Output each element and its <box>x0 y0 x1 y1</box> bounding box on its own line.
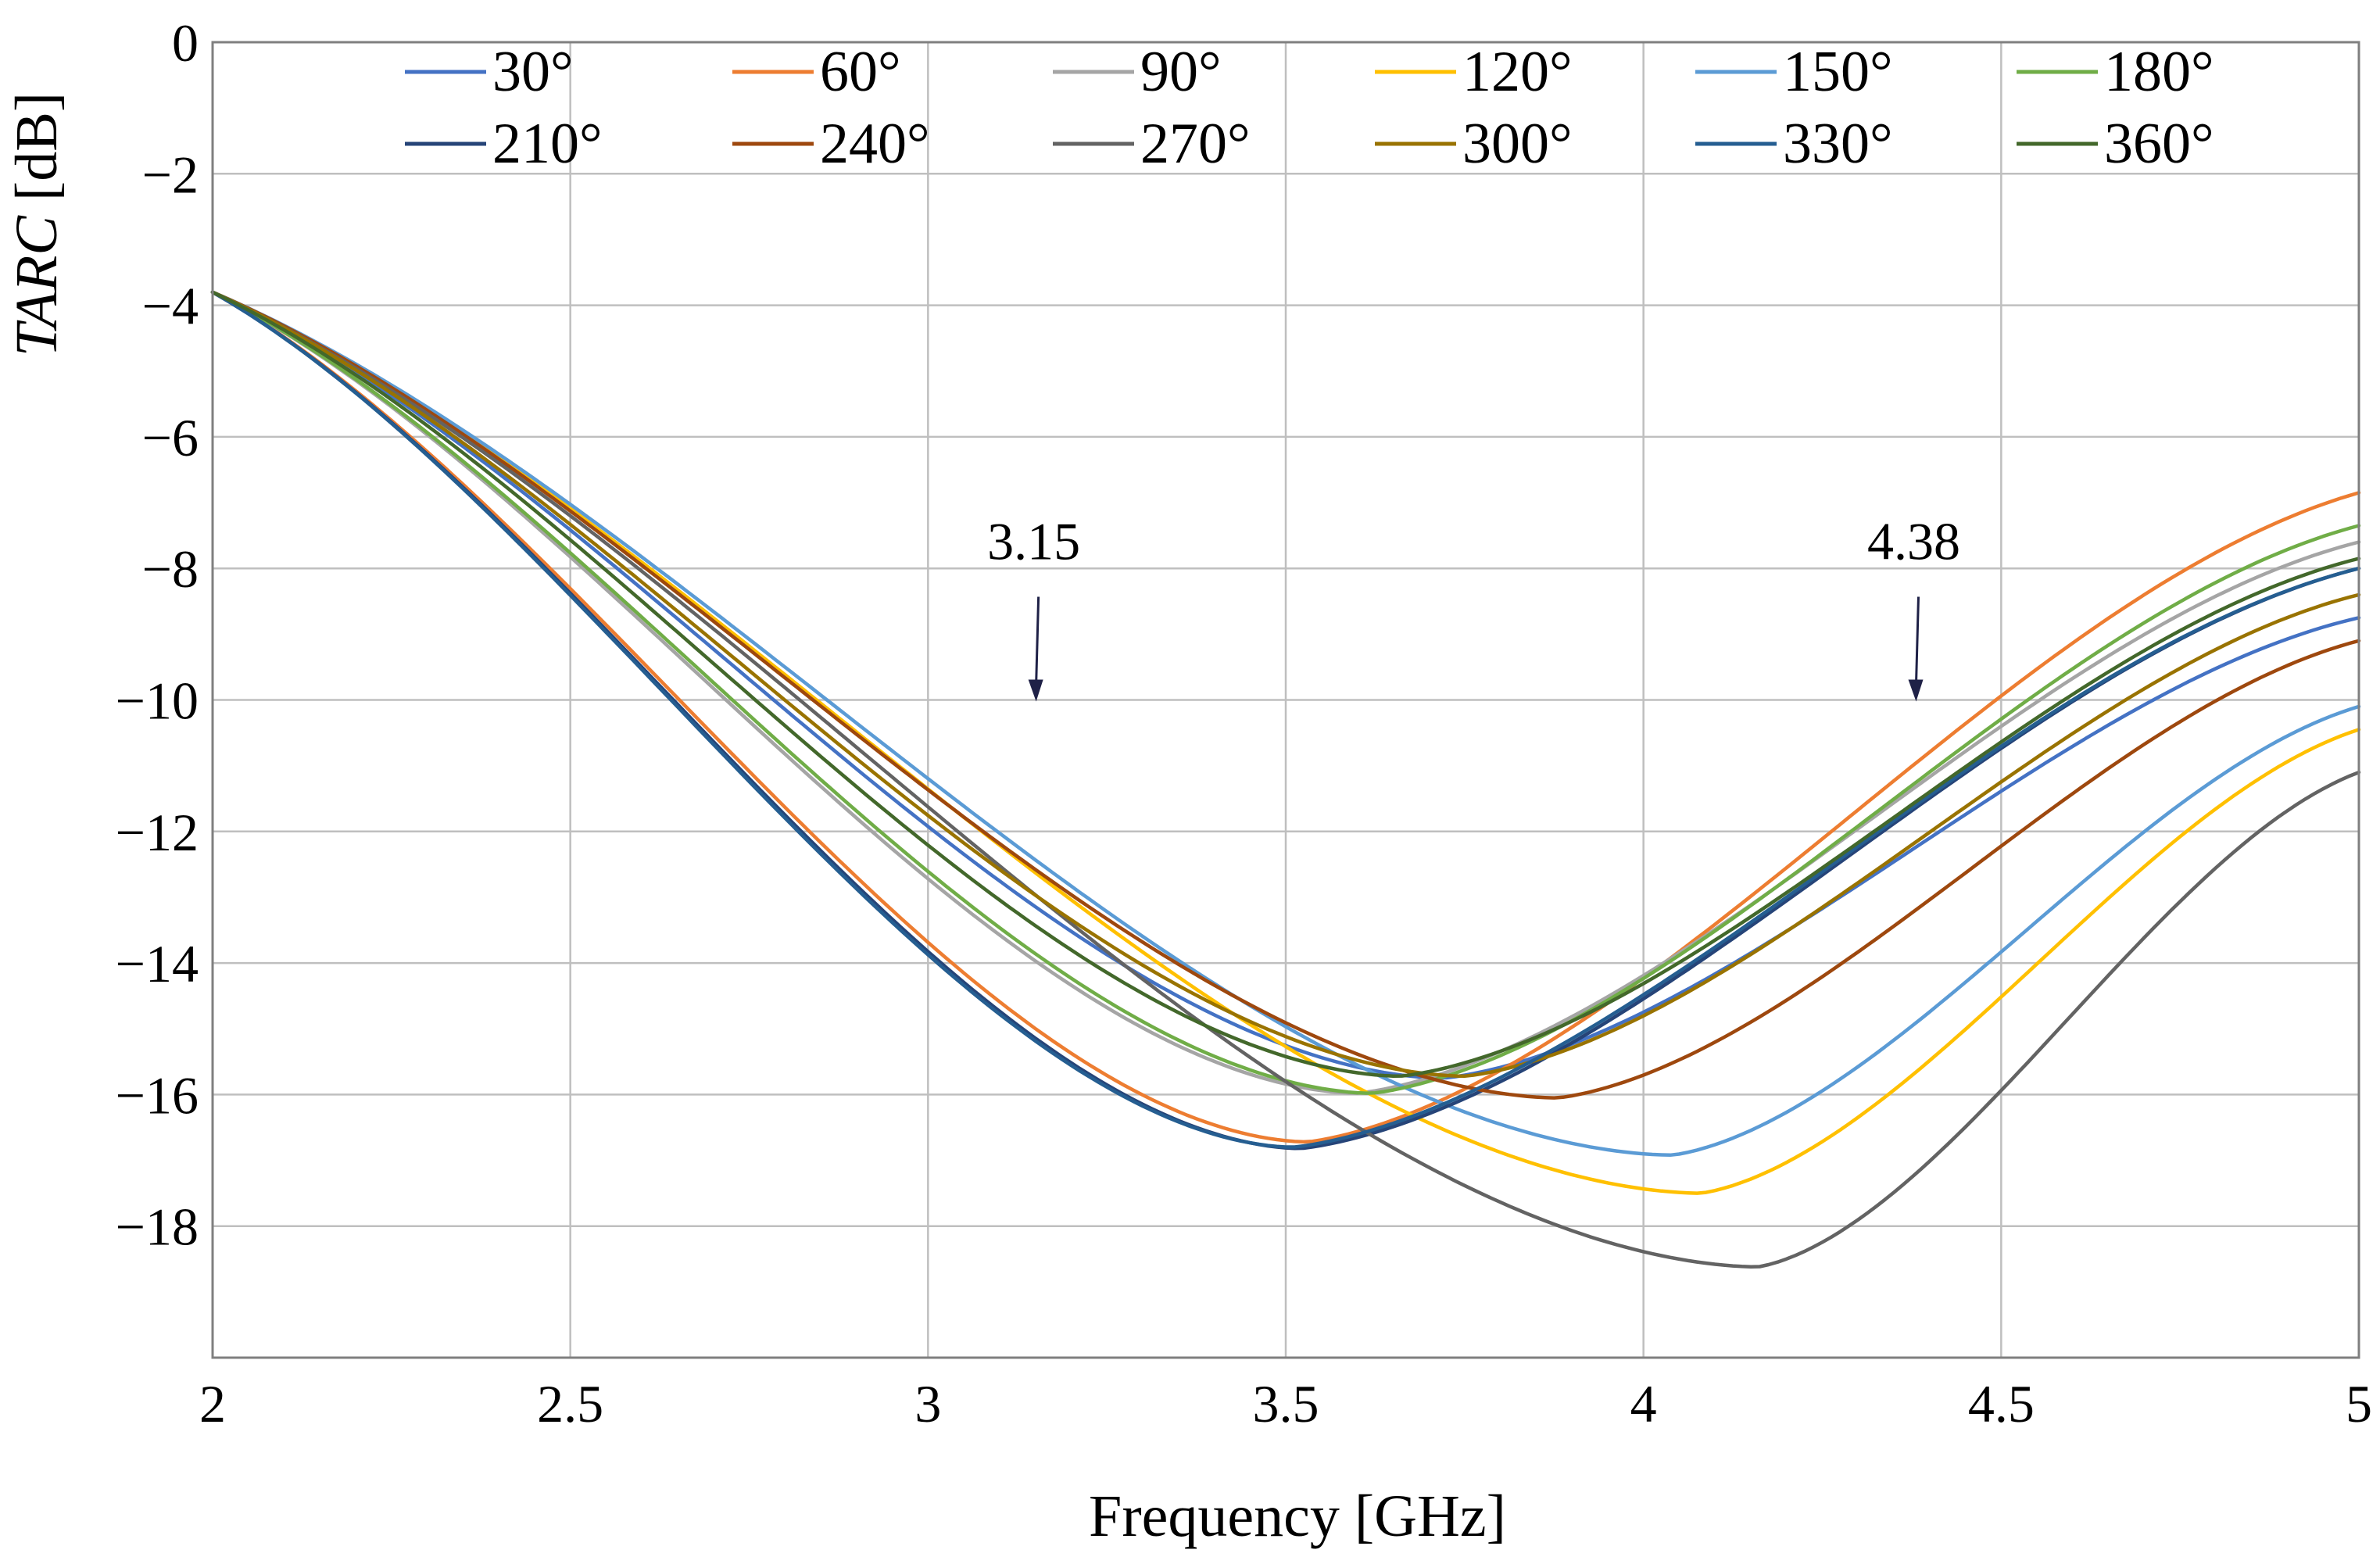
series-line-360deg <box>210 290 2361 1078</box>
legend-label: 240° <box>820 112 930 176</box>
annotation-arrow-head <box>1028 679 1043 702</box>
grid-layer <box>211 41 2360 1358</box>
x-tick-label: 2 <box>199 1374 226 1433</box>
series-layer <box>210 290 2361 1269</box>
legend-label: 150° <box>1783 40 1893 104</box>
y-tick-label: −14 <box>116 934 199 993</box>
series-line-240deg <box>210 290 2361 1100</box>
legend-label: 210° <box>492 112 603 176</box>
x-axis-title: Frequency [GHz] <box>1089 1483 1506 1549</box>
tick-labels: 2 2.5 3 3.5 4 4.5 5 0 −2 −4 −6 −8 −10 −12 −14 −16 −18 <box>116 13 2372 1433</box>
series-line-270deg <box>210 290 2361 1269</box>
x-tick-label: 3.5 <box>1253 1374 1319 1433</box>
plot-area-border <box>211 41 2360 1359</box>
y-tick-label: −2 <box>142 145 199 204</box>
x-tick-label: 5 <box>2346 1374 2372 1433</box>
legend-label: 180° <box>2104 40 2214 104</box>
legend-label: 60° <box>820 40 901 104</box>
y-axis-title-italic: TARC <box>4 215 70 356</box>
series-line-90deg <box>210 290 2361 1095</box>
annotation-label: 3.15 <box>987 512 1080 571</box>
legend-label: 30° <box>492 40 574 104</box>
legend-label: 120° <box>1462 40 1573 104</box>
y-tick-label: −10 <box>116 671 199 731</box>
annotations: 3.15 4.38 <box>987 512 1960 702</box>
y-tick-label: −18 <box>116 1197 199 1257</box>
series-line-300deg <box>210 290 2361 1079</box>
series-line-150deg <box>210 290 2361 1158</box>
y-tick-label: −4 <box>142 277 199 336</box>
legend-label: 270° <box>1140 112 1251 176</box>
y-axis-title: TARC [dB] <box>4 92 70 356</box>
legend-label: 300° <box>1462 112 1573 176</box>
annotation-arrow-shaft <box>1035 596 1040 685</box>
x-tick-label: 2.5 <box>537 1374 603 1433</box>
series-line-330deg <box>210 290 2361 1149</box>
y-tick-label: −16 <box>116 1065 199 1125</box>
y-tick-label: −8 <box>142 539 199 599</box>
y-axis-title-unit: [dB] <box>4 92 70 216</box>
x-tick-label: 4 <box>1630 1374 1657 1433</box>
series-line-60deg <box>210 290 2361 1144</box>
series-line-120deg <box>210 290 2361 1195</box>
annotation-arrow-head <box>1908 679 1924 702</box>
legend-label: 330° <box>1783 112 1893 176</box>
y-tick-label: −6 <box>142 408 199 467</box>
x-tick-label: 3 <box>914 1374 941 1433</box>
y-tick-label: −12 <box>116 803 199 862</box>
plot-frame <box>211 41 2360 1359</box>
annotation-arrow-shaft <box>1914 596 1920 685</box>
x-tick-label: 4.5 <box>1968 1374 2035 1433</box>
legend-label: 90° <box>1140 40 1222 104</box>
y-tick-label: 0 <box>172 13 199 73</box>
legend: 30° 60° 90° 120° 150° 180° 210° 240° 270° 300° 330… <box>405 40 2214 176</box>
annotation-label: 4.38 <box>1867 512 1960 571</box>
legend-label: 360° <box>2104 112 2214 176</box>
